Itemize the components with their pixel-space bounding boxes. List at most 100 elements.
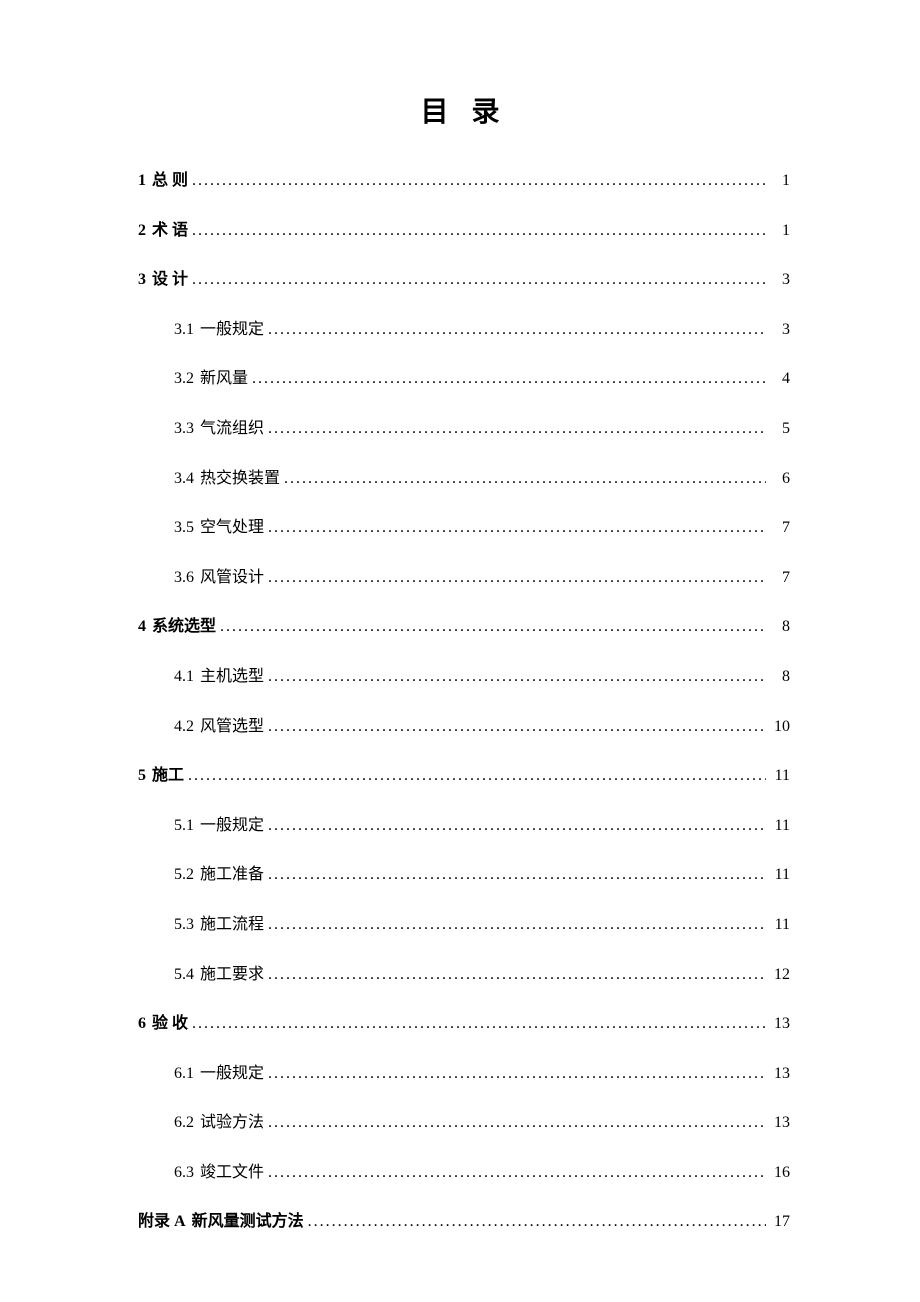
- toc-text: 空气处理: [200, 515, 264, 541]
- toc-text: 新风量测试方法: [192, 1209, 304, 1235]
- toc-entry: 2术 语 1: [138, 218, 790, 244]
- toc-text: 一般规定: [200, 317, 264, 343]
- toc-leader: [268, 416, 766, 442]
- toc-number: 5.4: [174, 962, 194, 988]
- toc-page: 11: [770, 862, 790, 888]
- toc-text: 系统选型: [152, 614, 216, 640]
- toc-text: 术 语: [152, 218, 188, 244]
- toc-text: 总 则: [152, 168, 188, 194]
- toc-text: 气流组织: [200, 416, 264, 442]
- toc-number: 5.2: [174, 862, 194, 888]
- toc-page: 3: [770, 317, 790, 343]
- toc-entry: 3设 计3: [138, 267, 790, 293]
- toc-leader: [268, 565, 766, 591]
- toc-page: 6: [770, 466, 790, 492]
- toc-number: 3.2: [174, 366, 194, 392]
- toc-number: 5: [138, 763, 146, 789]
- toc-page: 12: [770, 962, 790, 988]
- toc-text: 风管选型: [200, 714, 264, 740]
- toc-leader: [268, 664, 766, 690]
- toc-page: 3: [770, 267, 790, 293]
- toc-leader: [308, 1209, 766, 1235]
- toc-text: 设 计: [152, 267, 188, 293]
- toc-leader: [268, 912, 766, 938]
- toc-entry: 5.3施工流程11: [138, 912, 790, 938]
- toc-entry: 4.2 风管选型 10: [138, 714, 790, 740]
- toc-text: 一般规定: [200, 1061, 264, 1087]
- toc-page: 17: [770, 1209, 790, 1235]
- toc-text: 施工: [152, 763, 184, 789]
- toc-leader: [268, 515, 766, 541]
- toc-number: 2: [138, 218, 146, 244]
- toc-container: 1总 则12术 语13设 计33.1一般规定33.2新风量43.3气流组织53.…: [138, 168, 790, 1235]
- toc-page: 16: [770, 1160, 790, 1186]
- toc-text: 施工准备: [200, 862, 264, 888]
- toc-text: 主机选型: [200, 664, 264, 690]
- toc-number: 6.2: [174, 1110, 194, 1136]
- toc-leader: [268, 862, 766, 888]
- toc-leader: [192, 1011, 766, 1037]
- toc-entry: 6.1 一般规定 13: [138, 1061, 790, 1087]
- toc-number: 3.1: [174, 317, 194, 343]
- toc-page: 8: [770, 614, 790, 640]
- toc-entry: 5施工 11: [138, 763, 790, 789]
- toc-page: 11: [770, 763, 790, 789]
- toc-leader: [192, 168, 766, 194]
- toc-page: 13: [770, 1011, 790, 1037]
- toc-page: 1: [770, 168, 790, 194]
- toc-number: 附录 A: [138, 1209, 186, 1235]
- toc-text: 施工流程: [200, 912, 264, 938]
- toc-number: 1: [138, 168, 146, 194]
- toc-leader: [252, 366, 766, 392]
- toc-number: 5.1: [174, 813, 194, 839]
- toc-page: 4: [770, 366, 790, 392]
- toc-entry: 3.4 热交换装置 6: [138, 466, 790, 492]
- toc-entry: 3.2 新风量 4: [138, 366, 790, 392]
- toc-page: 11: [770, 813, 790, 839]
- toc-text: 验 收: [152, 1011, 188, 1037]
- toc-leader: [192, 218, 766, 244]
- toc-entry: 5.1 一般规定 11: [138, 813, 790, 839]
- toc-entry: 附录 A新风量测试方法 17: [138, 1209, 790, 1235]
- toc-leader: [268, 813, 766, 839]
- toc-text: 竣工文件: [200, 1160, 264, 1186]
- toc-page: 11: [770, 912, 790, 938]
- toc-text: 热交换装置: [200, 466, 280, 492]
- toc-page: 1: [770, 218, 790, 244]
- toc-leader: [268, 962, 766, 988]
- toc-page: 5: [770, 416, 790, 442]
- toc-number: 4.1: [174, 664, 194, 690]
- toc-page: 13: [770, 1110, 790, 1136]
- toc-number: 3.4: [174, 466, 194, 492]
- toc-leader: [220, 614, 766, 640]
- toc-text: 风管设计: [200, 565, 264, 591]
- toc-entry: 3.1 一般规定 3: [138, 317, 790, 343]
- toc-entry: 3.3 气流组织 5: [138, 416, 790, 442]
- toc-entry: 1总 则1: [138, 168, 790, 194]
- toc-entry: 3.6 风管设计 7: [138, 565, 790, 591]
- toc-page: 7: [770, 565, 790, 591]
- toc-number: 4.2: [174, 714, 194, 740]
- toc-number: 4: [138, 614, 146, 640]
- toc-number: 3.6: [174, 565, 194, 591]
- toc-number: 3.3: [174, 416, 194, 442]
- toc-number: 3: [138, 267, 146, 293]
- toc-page: 13: [770, 1061, 790, 1087]
- toc-number: 6.3: [174, 1160, 194, 1186]
- toc-page: 8: [770, 664, 790, 690]
- toc-leader: [284, 466, 766, 492]
- toc-leader: [268, 1061, 766, 1087]
- toc-text: 试验方法: [200, 1110, 264, 1136]
- toc-entry: 5.4施工要求12: [138, 962, 790, 988]
- toc-leader: [268, 317, 766, 343]
- toc-text: 新风量: [200, 366, 248, 392]
- toc-number: 6.1: [174, 1061, 194, 1087]
- toc-entry: 4.1 主机选型 8: [138, 664, 790, 690]
- toc-number: 3.5: [174, 515, 194, 541]
- toc-page: 10: [770, 714, 790, 740]
- toc-entry: 3.5 空气处理 7: [138, 515, 790, 541]
- toc-page: 7: [770, 515, 790, 541]
- toc-leader: [268, 1110, 766, 1136]
- toc-text: 一般规定: [200, 813, 264, 839]
- toc-leader: [268, 714, 766, 740]
